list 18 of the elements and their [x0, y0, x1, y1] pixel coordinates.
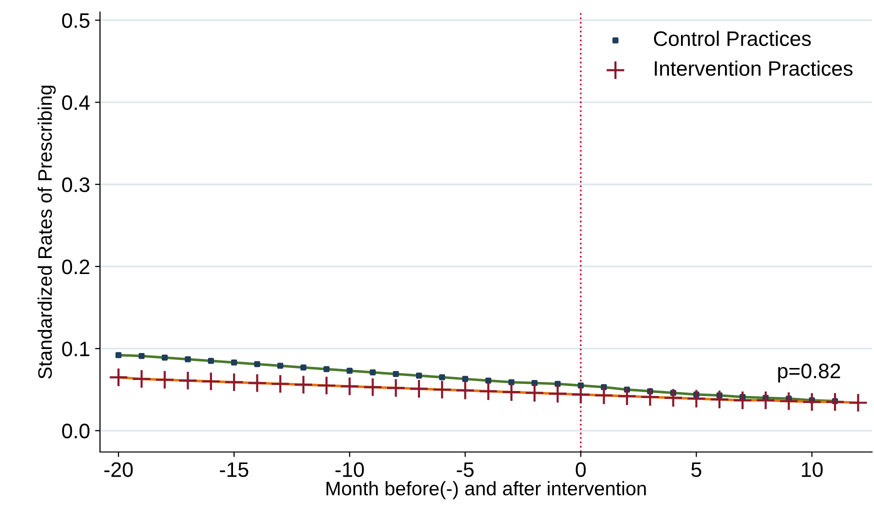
x-tick-label: 0: [576, 462, 586, 478]
x-tick-label: 10: [802, 462, 823, 478]
annotation: p=0.82: [778, 364, 840, 383]
y-axis-title: Standardized Rates of Prescribing: [38, 86, 56, 379]
x-tick-label: -20: [104, 462, 133, 478]
y-tick-label: 0.2: [62, 259, 90, 274]
x-tick-label: -15: [220, 462, 248, 478]
legend-label: Intervention Practices: [654, 60, 853, 76]
y-tick-label: 0.0: [62, 424, 90, 438]
legend-label: Control Practices: [654, 30, 811, 46]
y-tick-label: 0.3: [62, 177, 90, 192]
x-axis-title: Month before(-) and after intervention: [326, 481, 646, 500]
y-tick-label: 0.1: [62, 342, 90, 356]
x-tick-label: -5: [456, 462, 474, 478]
x-tick-label: 5: [691, 462, 702, 478]
y-tick-label: 0.5: [62, 13, 90, 28]
x-tick-label: -10: [336, 462, 364, 478]
y-tick-label: 0.4: [62, 95, 90, 110]
